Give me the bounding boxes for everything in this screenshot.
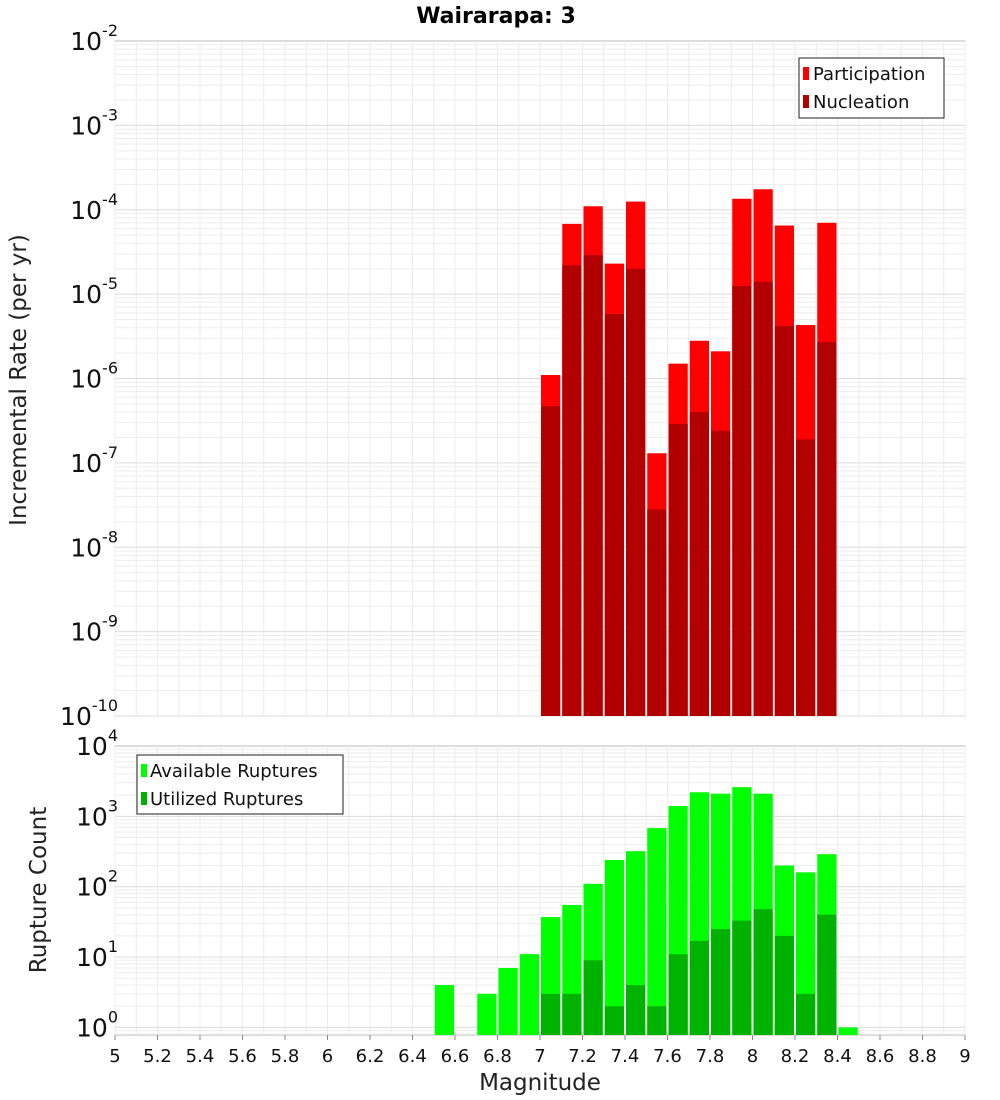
count-bar-utilized-ruptures <box>541 993 561 1035</box>
rate-bar-nucleation <box>753 281 773 716</box>
rate-panel: 10-10 10-9 10-8 10-7 10-6 10-5 10-4 10-3 10-2 In… <box>6 21 966 731</box>
count-y-ticks: 100 101 102 103 104 <box>76 726 118 1042</box>
rate-bar-nucleation <box>817 342 837 716</box>
legend-label-participation: Participation <box>813 64 925 85</box>
rate-bar-nucleation <box>541 406 561 716</box>
rate-legend-box <box>798 57 945 119</box>
rate-bar-nucleation <box>689 412 709 716</box>
count-bar-utilized-ruptures <box>604 1006 624 1035</box>
rate-bar-nucleation <box>711 430 731 716</box>
count-bar-utilized-ruptures <box>732 920 752 1035</box>
x-tick-label: 8.8 <box>908 1046 937 1067</box>
count-grid <box>114 746 966 1035</box>
rate-bar-nucleation <box>604 314 624 716</box>
rate-bar-nucleation <box>626 268 646 716</box>
count-y-tick-label: 100 <box>76 1007 118 1042</box>
rate-y-ticks: 10-10 10-9 10-8 10-7 10-6 10-5 10-4 10-3 10-2 <box>60 21 118 731</box>
count-bar-available-ruptures <box>604 859 624 1035</box>
count-bar-utilized-ruptures <box>689 940 709 1035</box>
count-bar-available-ruptures <box>434 985 454 1035</box>
x-tick-label: 5.2 <box>143 1046 172 1067</box>
count-y-tick-label: 103 <box>76 796 118 831</box>
count-legend: Available Ruptures Utilized Ruptures <box>136 754 344 815</box>
rate-y-axis-label: Incremental Rate (per yr) <box>6 234 32 526</box>
count-y-axis-label: Rupture Count <box>26 807 52 973</box>
count-y-tick-label: 102 <box>76 867 118 902</box>
x-tick-label: 8.6 <box>866 1046 895 1067</box>
legend-swatch-participation <box>803 67 809 80</box>
x-axis-label: Magnitude <box>479 1070 601 1096</box>
x-tick-label: 7.6 <box>653 1046 682 1067</box>
x-tick-label: 6.4 <box>398 1046 427 1067</box>
rate-bar-nucleation <box>562 265 582 716</box>
count-y-tick-label: 101 <box>76 937 118 972</box>
x-tick-label: 9 <box>959 1046 970 1067</box>
x-tick-label: 6 <box>322 1046 333 1067</box>
rate-y-tick-label: 10-6 <box>70 359 118 394</box>
x-tick-label: 6.6 <box>441 1046 470 1067</box>
x-tick-label: 7.4 <box>611 1046 640 1067</box>
magnitude-x-ticks: 5 5.2 5.4 5.6 5.8 6 6.2 6.4 6.6 6.8 7 7.2 7.4 7.6 7.8 8… <box>109 1035 971 1067</box>
x-tick-label: 5 <box>109 1046 120 1067</box>
count-bar-utilized-ruptures <box>583 960 603 1035</box>
rate-y-tick-label: 10-10 <box>60 696 118 731</box>
x-tick-label: 7.2 <box>568 1046 597 1067</box>
x-tick-label: 5.4 <box>186 1046 215 1067</box>
count-bar-utilized-ruptures <box>562 993 582 1035</box>
rate-bar-nucleation <box>583 255 603 716</box>
rate-y-tick-label: 10-8 <box>70 527 118 562</box>
count-bar-available-ruptures <box>477 993 497 1035</box>
count-bar-available-ruptures <box>838 1027 858 1035</box>
rate-bars <box>541 189 837 717</box>
legend-swatch-available <box>141 764 147 777</box>
count-bar-utilized-ruptures <box>626 985 646 1035</box>
rate-bar-nucleation <box>668 423 688 716</box>
count-bar-utilized-ruptures <box>796 993 816 1035</box>
rate-legend: Participation Nucleation <box>798 57 945 119</box>
rate-bar-nucleation <box>774 325 794 716</box>
count-bar-utilized-ruptures <box>711 929 731 1035</box>
rate-grid <box>114 41 966 717</box>
x-tick-label: 5.8 <box>271 1046 300 1067</box>
x-tick-label: 8 <box>747 1046 758 1067</box>
legend-label-nucleation: Nucleation <box>813 92 909 113</box>
legend-swatch-utilized <box>141 792 147 805</box>
rate-y-tick-label: 10-7 <box>70 443 118 478</box>
count-legend-box <box>136 754 344 815</box>
rate-y-tick-label: 10-3 <box>70 105 118 140</box>
chart-title: Wairarapa: 3 <box>416 4 576 29</box>
count-bar-available-ruptures <box>519 954 539 1035</box>
legend-label-utilized: Utilized Ruptures <box>150 789 303 810</box>
count-bar-utilized-ruptures <box>668 954 688 1035</box>
count-bar-available-ruptures <box>647 828 667 1035</box>
x-tick-label: 6.8 <box>483 1046 512 1067</box>
count-y-tick-label: 104 <box>76 726 118 761</box>
x-tick-label: 7.8 <box>696 1046 725 1067</box>
count-bar-available-ruptures <box>498 967 518 1035</box>
legend-label-available: Available Ruptures <box>150 761 318 782</box>
legend-swatch-nucleation <box>803 95 809 108</box>
rate-y-tick-label: 10-5 <box>70 274 118 309</box>
count-bar-utilized-ruptures <box>817 914 837 1035</box>
rate-bar-nucleation <box>647 509 667 716</box>
x-tick-label: 7 <box>534 1046 545 1067</box>
count-panel: 100 101 102 103 104 5 5.2 5.4 5.6 5.8 6 6.2 6.4 6.6 6… <box>26 726 971 1096</box>
count-bar-utilized-ruptures <box>647 1006 667 1035</box>
x-tick-label: 8.2 <box>781 1046 810 1067</box>
rate-y-tick-label: 10-4 <box>70 190 118 225</box>
x-tick-label: 5.6 <box>228 1046 257 1067</box>
count-bar-utilized-ruptures <box>774 935 794 1035</box>
rate-bar-nucleation <box>796 439 816 716</box>
rate-bar-nucleation <box>732 285 752 716</box>
rate-y-tick-label: 10-9 <box>70 612 118 647</box>
x-tick-label: 6.2 <box>356 1046 385 1067</box>
count-bars <box>434 787 858 1035</box>
rate-y-tick-label: 10-2 <box>70 21 118 56</box>
count-bar-utilized-ruptures <box>753 909 773 1035</box>
x-tick-label: 8.4 <box>823 1046 852 1067</box>
